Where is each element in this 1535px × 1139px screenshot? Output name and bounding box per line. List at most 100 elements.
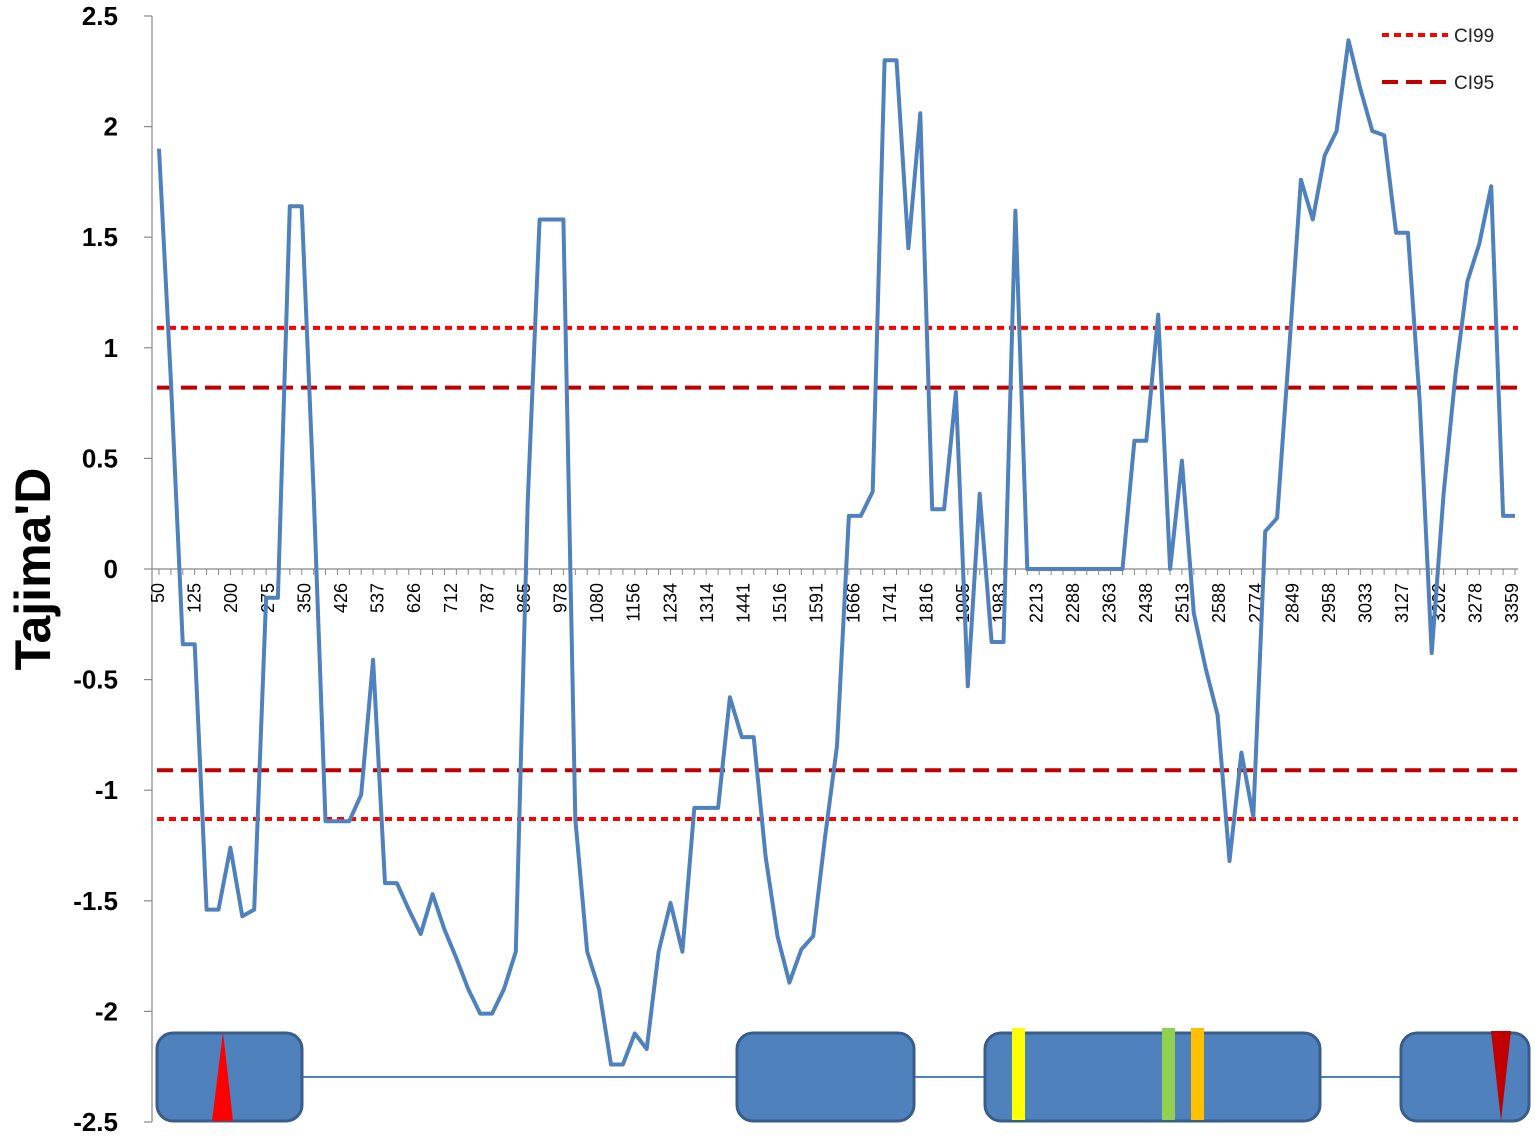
y-axis-label: Tajima'D — [5, 468, 61, 671]
data-point — [597, 987, 601, 991]
series-layer — [157, 38, 1517, 1067]
data-point — [776, 934, 780, 938]
y-tick-label: 1 — [104, 333, 118, 363]
x-tick-label: 1816 — [916, 583, 936, 623]
data-point — [1121, 567, 1125, 571]
data-point — [1370, 129, 1374, 133]
data-point — [1430, 651, 1434, 655]
data-point — [490, 1012, 494, 1016]
y-tick-label: 1.5 — [82, 222, 118, 252]
data-point — [466, 987, 470, 991]
data-point — [1061, 567, 1065, 571]
data-point — [1239, 751, 1243, 755]
legend-label-ci95: CI95 — [1454, 73, 1494, 94]
data-point — [728, 695, 732, 699]
exon-box-2 — [735, 1031, 916, 1123]
data-point — [883, 58, 887, 62]
data-point — [823, 835, 827, 839]
x-tick-label: 200 — [221, 583, 241, 613]
yellow-band-marker — [1012, 1028, 1025, 1120]
data-point — [431, 892, 435, 896]
x-tick-label: 3127 — [1392, 583, 1412, 623]
red-triangle-marker — [212, 1032, 233, 1121]
data-point — [1311, 218, 1315, 222]
data-point — [454, 956, 458, 960]
data-point — [1002, 640, 1006, 644]
x-tick-label: 2588 — [1209, 583, 1229, 623]
data-point — [657, 950, 661, 954]
x-tick-label: 1516 — [770, 583, 790, 623]
data-point — [1192, 611, 1196, 615]
orange-band-marker — [1191, 1028, 1204, 1120]
data-point — [1251, 815, 1255, 819]
data-point — [1156, 313, 1160, 317]
y-axis-ticks: 2.5 2 1.5 1 0.5 0 -0.5 -1 -1.5 -2 -2.5 — [73, 1, 152, 1137]
data-point — [692, 806, 696, 810]
data-point — [1216, 713, 1220, 717]
data-point — [276, 596, 280, 600]
data-point — [847, 514, 851, 518]
x-tick-label: 2213 — [1026, 583, 1046, 623]
data-point — [906, 246, 910, 250]
data-point — [228, 846, 232, 850]
y-tick-label: -1.5 — [73, 886, 118, 916]
data-point — [443, 928, 447, 932]
data-point — [787, 981, 791, 985]
x-tick-label: 2849 — [1282, 583, 1302, 623]
data-point — [1513, 514, 1517, 518]
y-tick-label: -0.5 — [73, 665, 118, 695]
data-point — [1109, 567, 1113, 571]
data-point — [252, 908, 256, 912]
data-point — [966, 684, 970, 688]
green-band-marker — [1162, 1028, 1175, 1120]
data-point — [930, 507, 934, 511]
data-point — [1335, 129, 1339, 133]
data-point — [1037, 567, 1041, 571]
data-point — [645, 1047, 649, 1051]
data-point — [1347, 38, 1351, 42]
data-point — [1465, 279, 1469, 283]
data-point — [1263, 529, 1267, 533]
data-point — [811, 934, 815, 938]
data-point — [1025, 567, 1029, 571]
x-tick-label: 3033 — [1356, 583, 1376, 623]
data-point — [859, 514, 863, 518]
data-point — [1013, 209, 1017, 213]
y-tick-label: 0 — [104, 554, 118, 584]
dark-red-triangle-marker — [1491, 1031, 1511, 1121]
x-axis-ticks: 50 125 200 275 350 426 537 626 712 787 865 978 1080 1… — [148, 569, 1522, 623]
data-point — [895, 58, 899, 62]
x-tick-label: 712 — [441, 583, 461, 613]
x-tick-label: 2958 — [1319, 583, 1339, 623]
legend: CI99 CI95 — [1382, 26, 1494, 94]
data-point — [561, 218, 565, 222]
x-tick-label: 1156 — [624, 583, 644, 622]
data-point — [1097, 567, 1101, 571]
x-tick-label: 2513 — [1173, 583, 1193, 623]
x-tick-label: 1234 — [660, 583, 680, 623]
data-point — [1442, 492, 1446, 496]
y-tick-label: 2 — [104, 112, 118, 142]
data-point — [1394, 231, 1398, 235]
data-point — [1454, 372, 1458, 376]
gene-structure — [155, 1028, 1531, 1123]
x-tick-label: 2438 — [1136, 583, 1156, 623]
data-point — [383, 881, 387, 885]
data-point — [407, 908, 411, 912]
x-tick-label: 3359 — [1502, 583, 1522, 623]
data-point — [514, 950, 518, 954]
data-point — [288, 204, 292, 208]
data-point — [264, 596, 268, 600]
x-tick-label: 350 — [294, 583, 314, 613]
data-point — [680, 950, 684, 954]
data-point — [764, 855, 768, 859]
exon-box-4 — [1399, 1031, 1531, 1123]
y-tick-label: 0.5 — [82, 443, 118, 473]
data-point — [550, 218, 554, 222]
data-point — [1358, 87, 1362, 91]
data-point — [538, 218, 542, 222]
data-point — [419, 932, 423, 936]
data-point — [347, 819, 351, 823]
data-point — [359, 793, 363, 797]
